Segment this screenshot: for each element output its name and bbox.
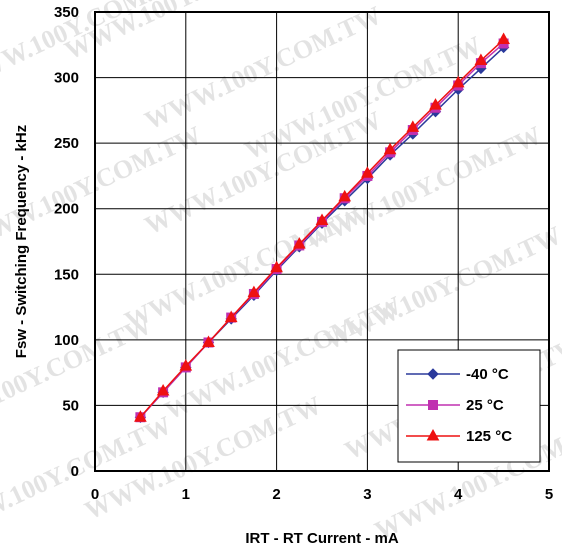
legend-label: 125 °C [466, 428, 512, 445]
legend-box [397, 349, 541, 463]
y-axis-title: Fsw - Switching Frequency - kHz [13, 125, 30, 358]
y-tick-label: 100 [54, 332, 79, 349]
series-layer [134, 32, 510, 423]
legend-marker [426, 428, 440, 441]
data-point [270, 260, 283, 273]
y-tick-label: 0 [71, 463, 79, 480]
data-point [134, 410, 147, 422]
data-point [315, 213, 329, 226]
x-tick-label: 5 [545, 486, 553, 503]
legend-marker [427, 368, 439, 380]
data-point [406, 120, 420, 132]
data-point [247, 285, 261, 298]
x-tick-label: 3 [363, 486, 371, 503]
y-tick-label: 350 [54, 4, 79, 21]
legend-item: -40 °C [406, 366, 509, 383]
legend: -40 °C 25 °C 125 °C [397, 349, 541, 463]
legend-label: -40 °C [466, 366, 509, 383]
x-tick-label: 2 [272, 486, 280, 503]
plot-frame [94, 11, 550, 472]
series-2 [134, 32, 510, 422]
data-point [156, 383, 170, 396]
data-point [292, 237, 306, 249]
x-tick-label: 1 [182, 486, 190, 503]
data-point [202, 335, 215, 347]
y-tick-label: 300 [54, 70, 79, 87]
y-tick-label: 250 [54, 135, 79, 152]
y-tick-label: 150 [54, 266, 79, 283]
x-tick-label: 4 [454, 486, 463, 503]
legend-item: 125 °C [406, 428, 512, 445]
data-point [474, 53, 488, 66]
data-point [179, 359, 193, 371]
legend-label: 25 °C [466, 397, 504, 414]
data-point [451, 75, 465, 88]
data-point [383, 142, 397, 155]
y-tick-label: 50 [62, 397, 79, 414]
legend-marker [428, 400, 438, 410]
y-tick-label: 200 [54, 201, 79, 218]
data-point [361, 166, 374, 178]
data-point [429, 98, 442, 110]
data-point [224, 310, 238, 323]
legend-item: 25 °C [406, 397, 504, 414]
x-axis-title: IRT - RT Current - mA [245, 530, 398, 547]
data-point [497, 32, 510, 45]
x-tick-label: 0 [91, 486, 99, 503]
data-point [338, 189, 352, 202]
